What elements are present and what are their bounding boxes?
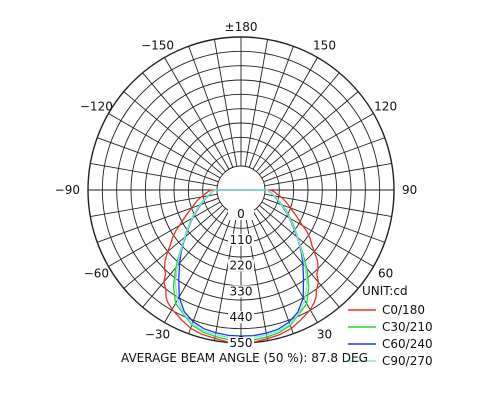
- grid-spoke: [256, 208, 340, 308]
- legend: UNIT:cd C0/180 C30/210 C60/240 C90/270: [348, 284, 433, 368]
- angle-label: 150: [313, 38, 336, 52]
- angle-label: 60: [378, 267, 393, 281]
- legend-entry: C90/270: [382, 354, 433, 368]
- legend-entry: C0/180: [382, 303, 425, 317]
- grid-spoke: [97, 137, 219, 183]
- radial-label: 550: [230, 336, 253, 350]
- grid-spoke: [261, 201, 374, 267]
- radial-label: 220: [230, 259, 253, 273]
- grid-spoke: [252, 57, 318, 170]
- angle-label: ±180: [225, 20, 258, 34]
- grid-spoke: [123, 205, 223, 289]
- grid-spoke: [188, 46, 234, 168]
- grid-spoke: [263, 197, 385, 243]
- series-line-C90-270: [174, 189, 308, 339]
- grid-spoke: [256, 72, 340, 172]
- beam-angle-footer: AVERAGE BEAM ANGLE (50 %): 87.8 DEG: [121, 351, 368, 365]
- grid-spoke: [97, 197, 219, 243]
- grid-spoke: [261, 113, 374, 179]
- grid-spoke: [142, 208, 226, 308]
- angle-label: −30: [145, 328, 170, 342]
- radial-label-bg: [228, 285, 254, 298]
- grid-spoke: [244, 39, 269, 167]
- angle-label: −60: [84, 267, 109, 281]
- grid-spoke: [108, 201, 221, 267]
- radial-label-bg: [228, 208, 254, 220]
- grid-spoke: [164, 210, 230, 323]
- grid-spoke: [259, 205, 359, 289]
- radial-label-bg: [228, 233, 254, 246]
- unit-label: UNIT:cd: [362, 284, 408, 298]
- grid-spoke: [142, 72, 226, 172]
- grid-spoke: [123, 91, 223, 175]
- grid-spoke: [90, 193, 218, 218]
- angle-label: 90: [402, 183, 417, 197]
- grid-spoke: [264, 162, 392, 187]
- radial-label: 440: [230, 310, 253, 324]
- radial-label-bg: [228, 259, 254, 272]
- angle-label: −150: [141, 38, 174, 52]
- grid-spoke: [90, 162, 218, 187]
- angle-labels: ±180 150 −150 120 −120 90 −90 60 −60 30 −30 0: [55, 20, 418, 348]
- radial-label-bg: [228, 337, 254, 349]
- angle-label: 120: [374, 100, 397, 114]
- angle-label: −120: [80, 100, 113, 114]
- radial-label: 330: [230, 284, 253, 298]
- radial-label-bg: [228, 311, 254, 324]
- radial-labels: 0 110 220 330 440 550: [228, 207, 254, 350]
- grid-spoke: [248, 46, 294, 168]
- grid-spoke: [263, 137, 385, 183]
- radial-label: 0: [237, 207, 245, 221]
- polar-grid: [87, 36, 395, 344]
- legend-entry: C60/240: [382, 337, 433, 351]
- angle-label: 30: [317, 328, 332, 342]
- grid-spoke: [213, 39, 238, 167]
- series-group: [163, 189, 320, 344]
- grid-spoke: [164, 57, 230, 170]
- legend-entry: C30/210: [382, 320, 433, 334]
- grid-spoke: [248, 212, 294, 334]
- grid-spoke: [108, 113, 221, 179]
- angle-label: −90: [55, 183, 80, 197]
- grid-spoke: [264, 193, 392, 218]
- radial-label: 110: [230, 233, 253, 247]
- grid-spoke: [188, 212, 234, 334]
- grid-spoke: [259, 91, 359, 175]
